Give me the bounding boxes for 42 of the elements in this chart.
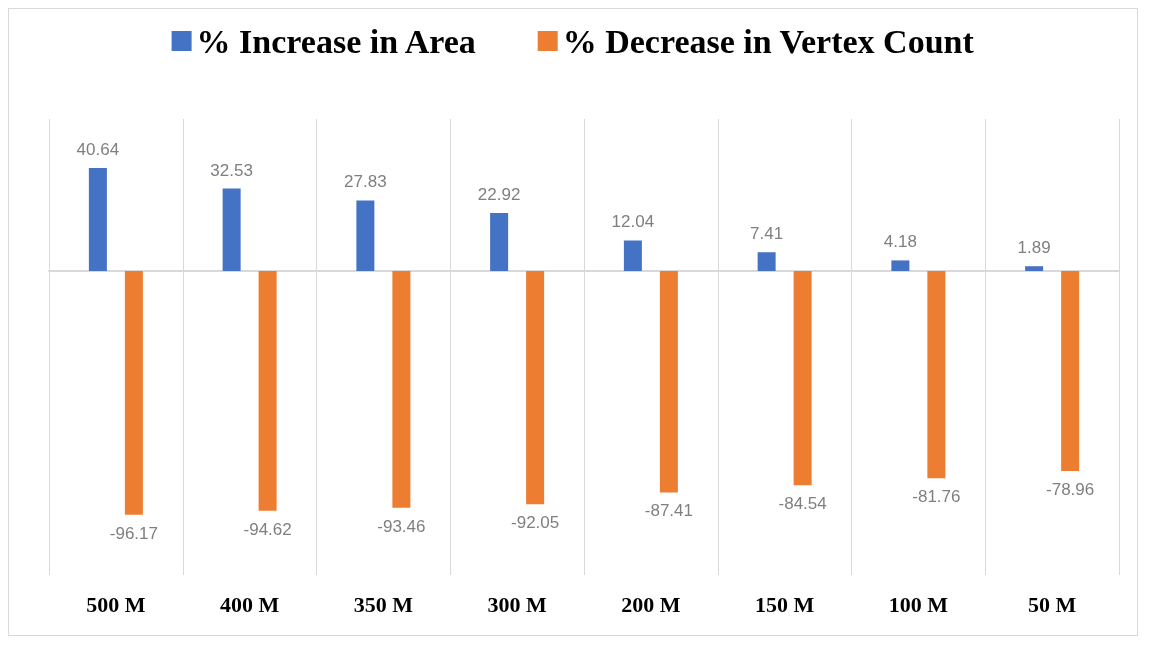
x-tick-label: 150 M [754,591,815,617]
bar [1061,271,1080,472]
bar [88,168,107,271]
data-label: -78.96 [1046,480,1095,500]
bar [124,271,143,515]
x-tick-label: 100 M [888,591,949,617]
data-label: 22.92 [477,184,521,204]
data-label: 7.41 [750,224,784,244]
bar [927,271,946,479]
data-label: 4.18 [883,232,917,252]
legend-label: % Increase in Area [196,22,476,60]
data-label: 27.83 [344,172,387,192]
bar [490,212,509,271]
data-label: 12.04 [611,212,655,232]
bar [392,271,411,508]
bar [258,271,277,511]
bar [891,260,910,271]
bar [757,252,776,271]
x-tick-label: 500 M [86,591,146,617]
bar [1025,266,1044,271]
x-tick-label: 50 M [1027,591,1077,617]
x-tick-label: 200 M [621,591,681,617]
bar [793,271,812,486]
data-label: -92.05 [511,513,560,533]
data-label: -87.41 [644,501,693,521]
data-label: 1.89 [1017,238,1051,258]
bar [222,188,241,271]
data-label: -94.62 [243,519,292,539]
data-label: -93.46 [377,516,426,536]
data-label: 32.53 [210,160,253,180]
legend-label: % Decrease in Vertex Count [562,22,975,60]
bar [623,240,642,271]
data-label: 40.64 [76,140,120,160]
x-tick-label: 400 M [219,591,280,617]
data-label: -84.54 [778,494,827,514]
x-tick-label: 350 M [353,591,414,617]
data-label: -96.17 [109,523,158,543]
bar [526,271,545,505]
bar [356,200,375,271]
data-label: -81.76 [912,487,961,507]
bar [659,271,678,493]
x-tick-label: 300 M [487,591,547,617]
